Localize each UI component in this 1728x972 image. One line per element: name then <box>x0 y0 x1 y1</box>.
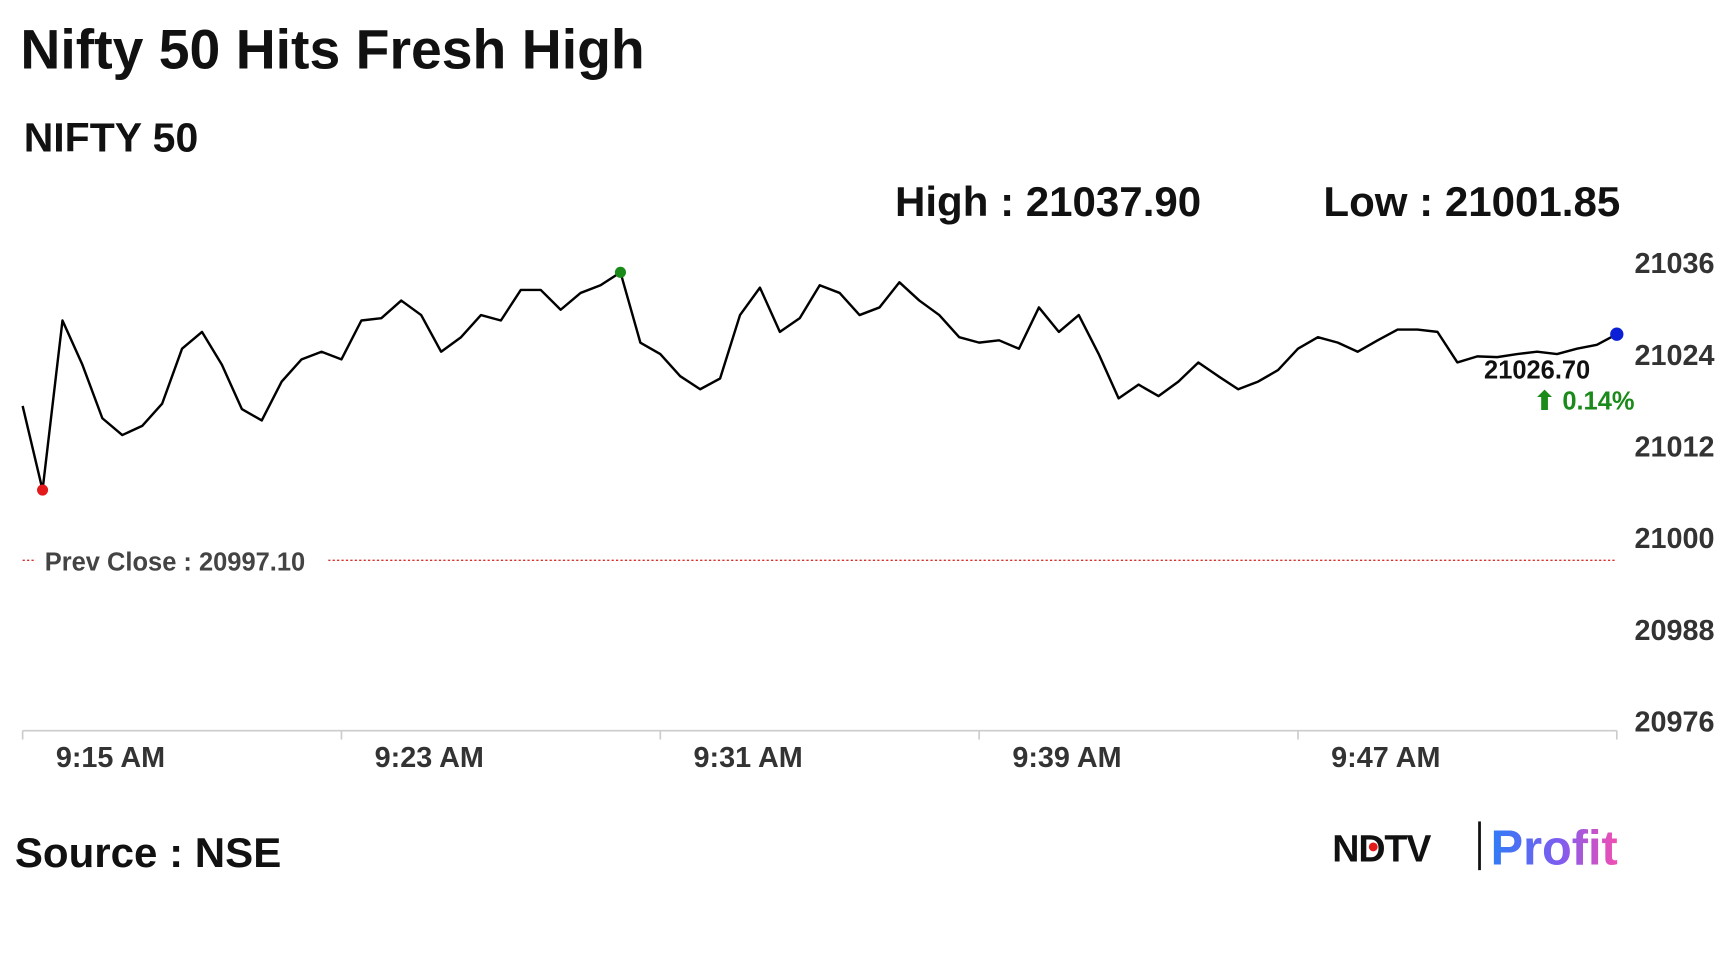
reference-label: Prev Close : 20997.10 <box>45 548 305 576</box>
chart-subtitle: NIFTY 50 <box>24 115 199 161</box>
x-tick-label: 9:31 AM <box>694 742 803 774</box>
y-tick-label: 21012 <box>1635 431 1715 463</box>
logo: NDTV Profit <box>1332 821 1618 876</box>
low-marker <box>37 484 49 496</box>
last-value-label: 21026.70 <box>1484 356 1590 384</box>
logo-dot <box>1368 842 1378 852</box>
high-marker <box>614 266 626 278</box>
plot-area: 20976 20988 21000 21012 21024 21036 9:15 AM 9:2… <box>21 248 1715 774</box>
y-tick-label: 21000 <box>1635 523 1715 555</box>
last-marker <box>1610 327 1624 341</box>
logo-profit: Profit <box>1491 822 1618 876</box>
x-tick-label: 9:23 AM <box>375 742 484 774</box>
y-tick-label: 20988 <box>1635 615 1715 647</box>
logo-ndtv: NDTV <box>1332 827 1431 869</box>
change-label: ⬆ 0.14% <box>1534 387 1635 415</box>
page-title: Nifty 50 Hits Fresh High <box>20 19 644 81</box>
y-tick-label: 21024 <box>1635 340 1715 372</box>
x-tick-label: 9:15 AM <box>56 742 165 774</box>
x-tick-label: 9:39 AM <box>1012 742 1121 774</box>
source: Source : NSE <box>15 829 281 876</box>
y-tick-label: 21036 <box>1635 248 1715 280</box>
low-label: Low : 21001.85 <box>1323 178 1620 225</box>
high-label: High : 21037.90 <box>895 178 1201 225</box>
y-tick-label: 20976 <box>1635 706 1715 738</box>
price-line <box>21 271 1618 492</box>
reference-label-bg <box>35 542 329 579</box>
x-tick-label: 9:47 AM <box>1331 742 1440 774</box>
